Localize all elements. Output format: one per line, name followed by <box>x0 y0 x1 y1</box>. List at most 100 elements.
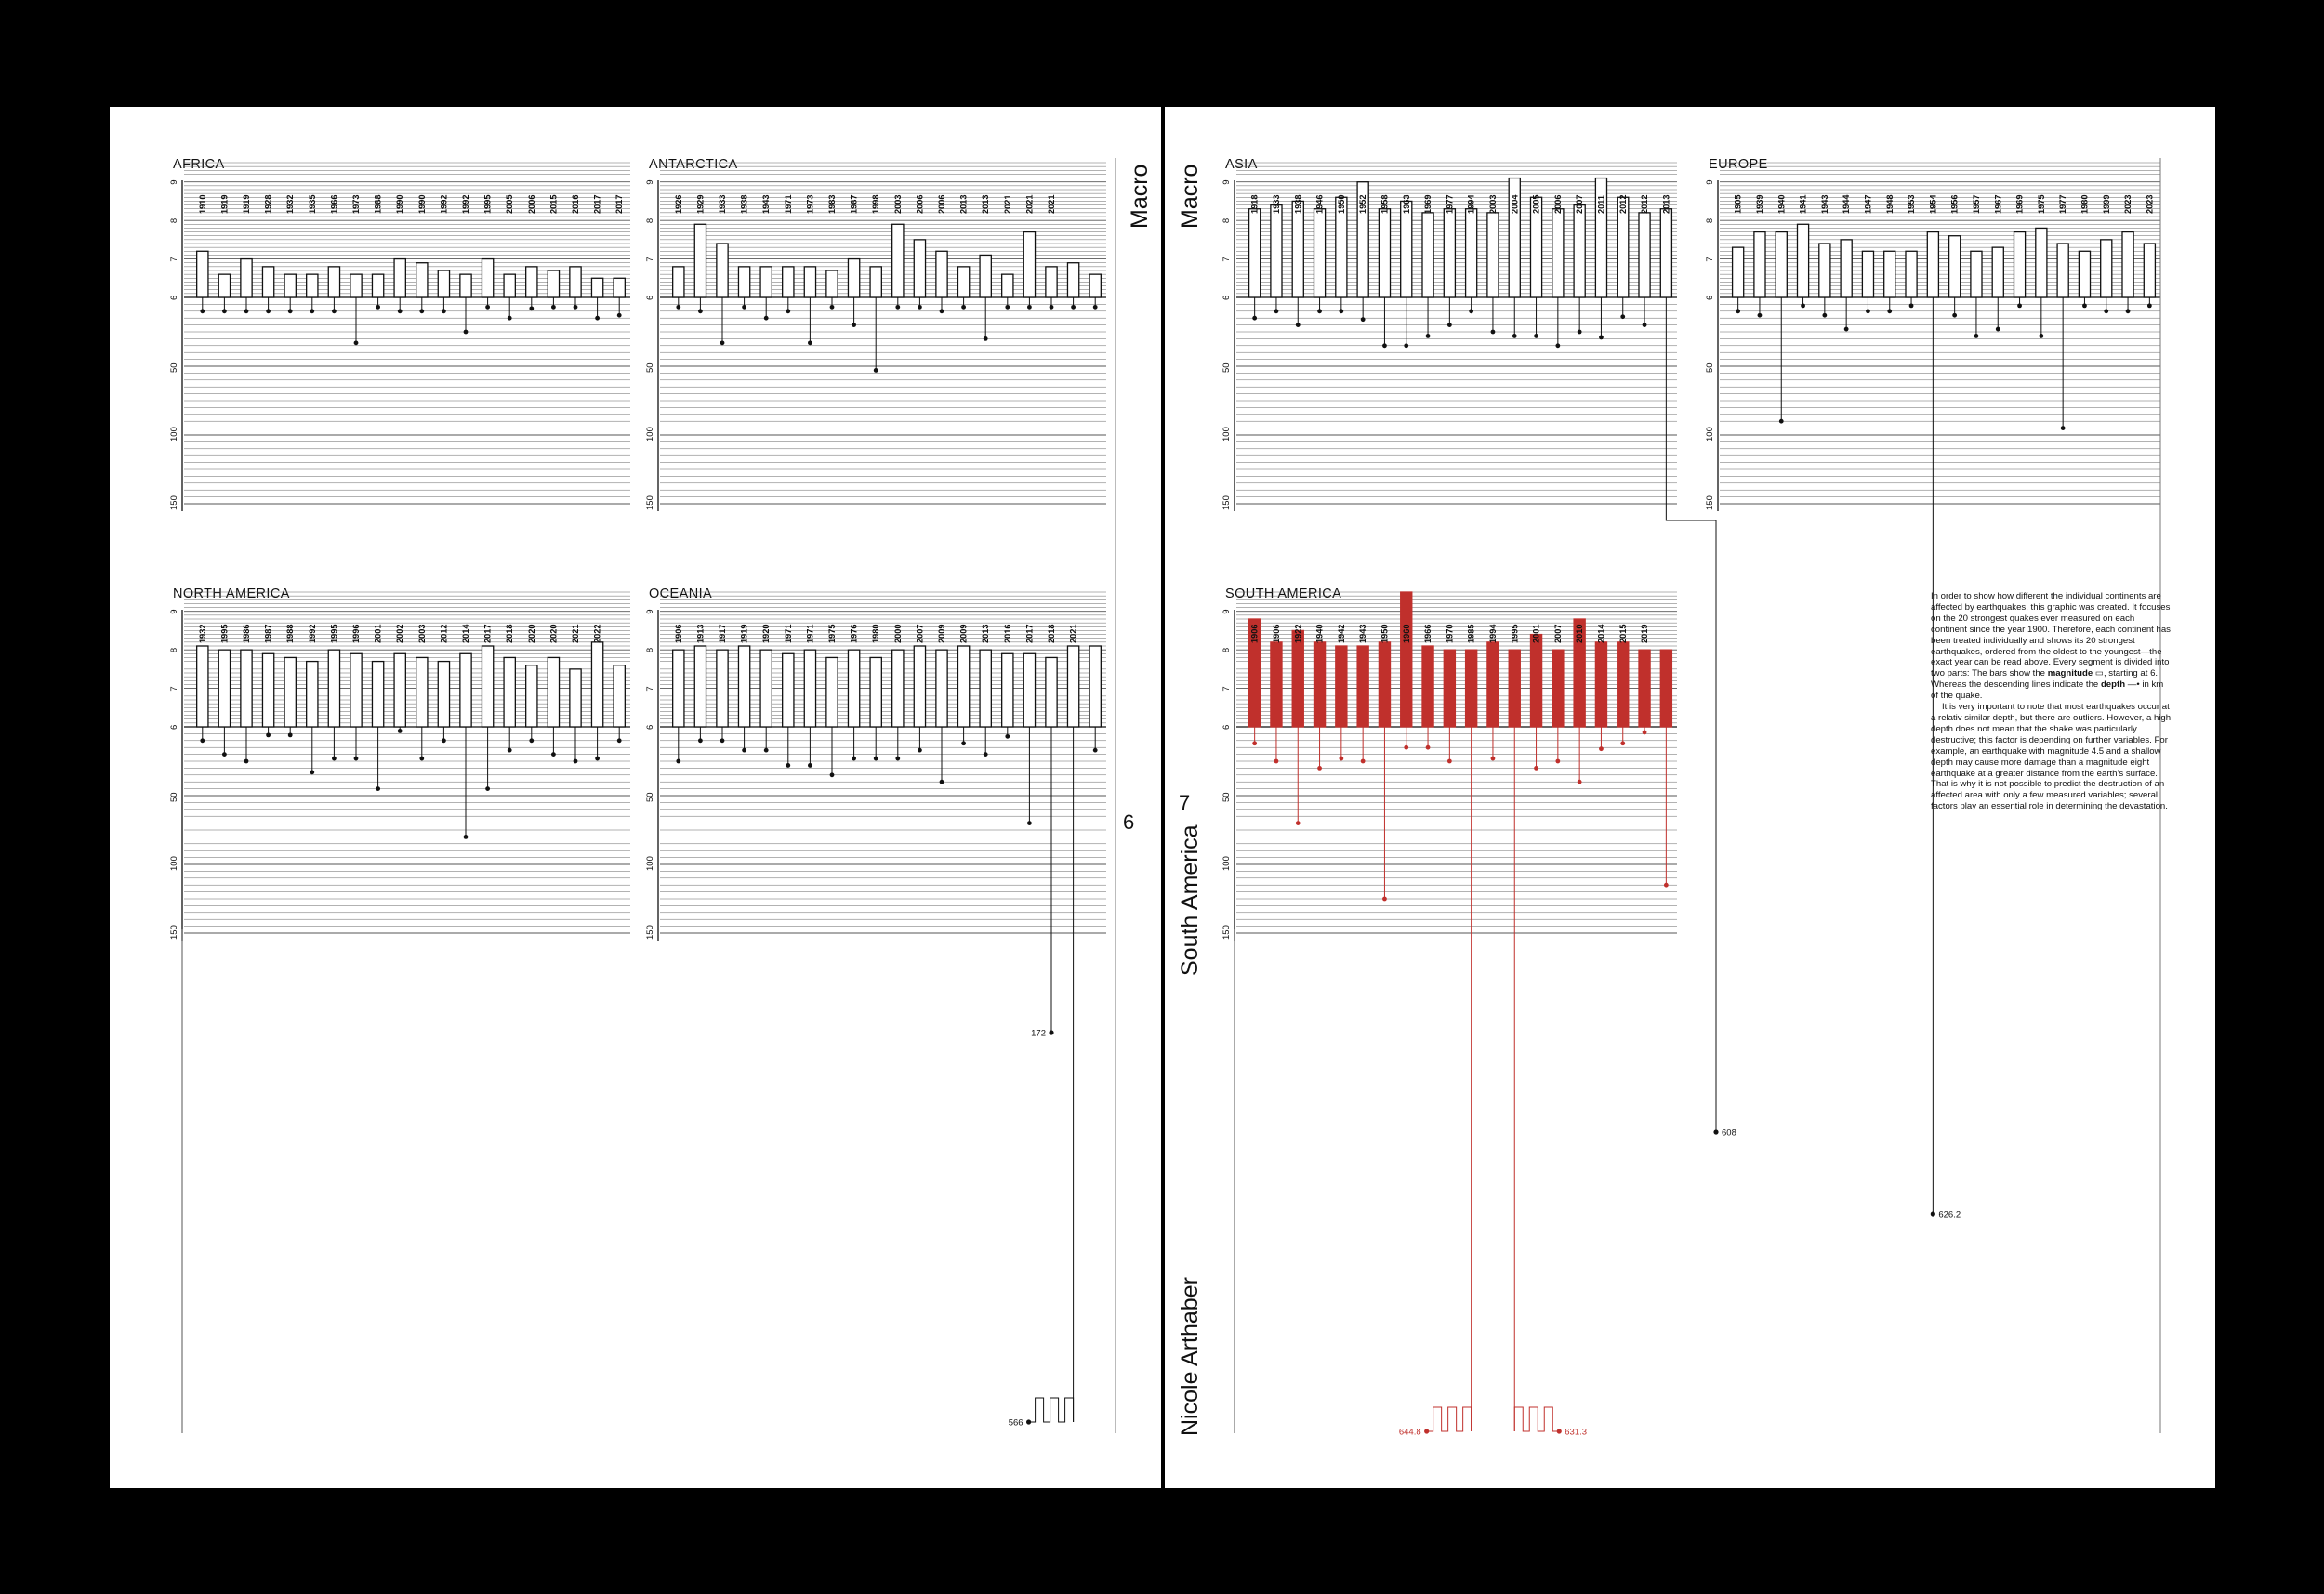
depth-dot <box>698 309 703 314</box>
magnitude-bar <box>1023 231 1037 298</box>
depth-dot <box>1382 343 1387 349</box>
magnitude-tick-label: 9 <box>1221 179 1232 184</box>
magnitude-bar <box>1486 212 1499 298</box>
depth-dot <box>310 770 315 775</box>
magnitude-bar <box>1066 262 1080 298</box>
magnitude-bar <box>716 243 729 298</box>
year-label: 1994 <box>1467 194 1476 214</box>
depth-dot <box>595 756 600 761</box>
year-label: 1926 <box>674 195 683 214</box>
depth-tick-label: 150 <box>1221 925 1232 940</box>
year-label: 2006 <box>915 195 924 214</box>
magnitude-bar <box>913 239 927 298</box>
depth-dot <box>1071 304 1076 310</box>
year-label: 1975 <box>2037 195 2046 214</box>
year-label: 2021 <box>1024 195 1034 214</box>
depth-dot <box>1778 418 1784 424</box>
year-label: 1906 <box>1272 625 1281 643</box>
description-paragraph-2: It is very important to note that most e… <box>1931 702 2172 812</box>
panel-south-america: SOUTH AMERICA 9 8 7 6 50 100 150 1906 1906 1922 194… <box>1221 586 1677 1438</box>
magnitude-tick-label: 9 <box>1221 609 1232 613</box>
depth-dot <box>939 309 944 314</box>
depth-dot <box>1425 334 1431 338</box>
depth-dot <box>983 336 988 341</box>
depth-dot <box>1005 304 1010 310</box>
year-label: 1992 <box>308 625 317 643</box>
magnitude-bar <box>1045 266 1058 298</box>
depth-dot <box>1404 744 1409 750</box>
year-label: 1986 <box>242 625 251 643</box>
left-vertical-title: Macro <box>1127 164 1153 229</box>
magnitude-bar <box>1905 250 1918 298</box>
magnitude-bar <box>437 660 451 728</box>
magnitude-bar <box>1089 645 1102 728</box>
depth-dot <box>1490 329 1496 335</box>
year-label: 2006 <box>1553 195 1563 214</box>
magnitude-bar <box>569 668 582 728</box>
magnitude-tick-label: 7 <box>169 686 179 691</box>
magnitude-bar <box>503 656 516 728</box>
depth-dot <box>918 747 922 753</box>
year-label: 1929 <box>695 195 705 214</box>
magnitude-bar <box>590 277 604 298</box>
depth-dot <box>676 758 681 764</box>
year-label: 1950 <box>1380 625 1389 643</box>
depth-dot <box>742 304 746 310</box>
depth-dot <box>1736 309 1741 314</box>
magnitude-bar <box>196 645 209 728</box>
magnitude-bar <box>1045 656 1058 728</box>
year-label: 2013 <box>1661 195 1670 214</box>
year-label: 1977 <box>2058 195 2067 214</box>
depth-dot <box>287 732 293 738</box>
year-label: 2017 <box>483 625 493 643</box>
depth-dot <box>1555 758 1561 764</box>
depth-dot <box>1866 309 1870 314</box>
depth-dot <box>1092 304 1098 310</box>
magnitude-bar <box>1552 208 1565 298</box>
depth-dot <box>873 368 878 373</box>
bar-symbol-icon: ▭ <box>2094 668 2104 679</box>
year-label: 1998 <box>871 195 880 214</box>
magnitude-bar <box>1066 645 1080 728</box>
magnitude-bar <box>437 270 451 298</box>
year-label: 2012 <box>1618 195 1628 214</box>
depth-dot <box>2125 309 2131 314</box>
magnitude-bar <box>1270 204 1283 298</box>
year-label: 1933 <box>718 195 727 214</box>
year-label: 1940 <box>1776 195 1786 214</box>
depth-dot <box>1092 747 1098 753</box>
depth-dot <box>698 738 703 744</box>
depth-dot <box>287 309 293 314</box>
depth-dot <box>918 304 922 310</box>
magnitude-bar <box>1948 235 1961 298</box>
depth-dot <box>1382 896 1387 902</box>
magnitude-tick-label: 7 <box>1705 257 1715 261</box>
year-label: 1973 <box>351 195 361 214</box>
magnitude-bar <box>1659 208 1673 298</box>
year-label: 1999 <box>2102 195 2111 214</box>
magnitude-tick-label: 8 <box>645 648 655 652</box>
year-label: 2007 <box>1575 195 1584 214</box>
year-label: 1969 <box>1423 195 1433 214</box>
magnitude-bar <box>393 652 406 728</box>
year-label: 2013 <box>981 625 990 643</box>
depth-dot <box>353 340 359 346</box>
depth-dot <box>266 309 271 314</box>
depth-dot <box>808 340 812 346</box>
right-page-number: 7 <box>1179 791 1191 814</box>
magnitude-bar <box>525 266 538 298</box>
magnitude-bar <box>1970 250 1983 298</box>
year-label: 1953 <box>1907 195 1916 214</box>
magnitude-bar <box>1818 243 1831 298</box>
magnitude-tick-label: 9 <box>169 609 179 613</box>
depth-dot <box>1274 758 1279 764</box>
year-label: 2021 <box>571 625 580 643</box>
depth-dot <box>1995 326 2000 332</box>
year-label: 2003 <box>1488 195 1498 214</box>
year-label: 2023 <box>2145 195 2154 214</box>
magnitude-tick-label: 6 <box>169 725 179 730</box>
year-label: 1956 <box>1950 195 1960 214</box>
magnitude-bar <box>1486 641 1499 728</box>
magnitude-bar <box>1089 273 1102 298</box>
depth-dot <box>616 738 622 744</box>
